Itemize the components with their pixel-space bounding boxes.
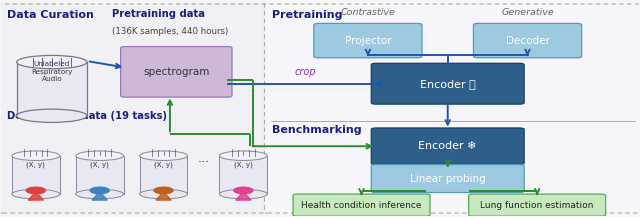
FancyBboxPatch shape (293, 194, 430, 216)
Text: (136K samples, 440 hours): (136K samples, 440 hours) (113, 27, 228, 36)
FancyBboxPatch shape (12, 156, 60, 194)
FancyBboxPatch shape (314, 23, 422, 58)
Text: Decoder: Decoder (506, 36, 550, 46)
FancyBboxPatch shape (120, 47, 232, 97)
FancyBboxPatch shape (140, 156, 188, 194)
Polygon shape (236, 192, 251, 200)
Ellipse shape (76, 151, 124, 160)
Text: ...: ... (198, 152, 210, 164)
Text: (X, y): (X, y) (90, 161, 109, 168)
Ellipse shape (220, 151, 268, 160)
FancyBboxPatch shape (17, 62, 87, 116)
FancyBboxPatch shape (220, 156, 268, 194)
FancyBboxPatch shape (264, 4, 640, 213)
Text: Generative: Generative (501, 8, 554, 17)
Text: Health condition inference: Health condition inference (301, 201, 422, 210)
Circle shape (234, 187, 253, 194)
Text: Linear probing: Linear probing (410, 174, 486, 184)
Text: Encoder 🔥: Encoder 🔥 (420, 79, 476, 89)
Ellipse shape (12, 151, 60, 160)
Text: Pretraining data: Pretraining data (113, 9, 205, 19)
Text: Projector: Projector (344, 36, 391, 46)
Ellipse shape (140, 151, 188, 160)
Text: crop: crop (294, 67, 316, 77)
Ellipse shape (220, 189, 268, 199)
Text: (X, y): (X, y) (26, 161, 45, 168)
FancyBboxPatch shape (371, 128, 524, 164)
Polygon shape (28, 192, 44, 200)
Polygon shape (156, 192, 172, 200)
Text: (X, y): (X, y) (234, 161, 253, 168)
FancyBboxPatch shape (371, 63, 524, 104)
Polygon shape (92, 192, 108, 200)
Ellipse shape (12, 189, 60, 199)
Ellipse shape (76, 189, 124, 199)
Text: Lung function estimation: Lung function estimation (481, 201, 594, 210)
FancyBboxPatch shape (468, 194, 605, 216)
Text: (X, y): (X, y) (154, 161, 173, 168)
Ellipse shape (17, 55, 87, 69)
Text: Contrastive: Contrastive (340, 8, 396, 17)
Ellipse shape (17, 109, 87, 122)
FancyBboxPatch shape (474, 23, 582, 58)
Circle shape (26, 187, 45, 194)
Text: Data Curation: Data Curation (7, 10, 94, 20)
Text: Unlabeled
Respiratory
Audio: Unlabeled Respiratory Audio (31, 61, 72, 82)
Text: Benchmarking: Benchmarking (272, 125, 362, 135)
FancyBboxPatch shape (0, 4, 268, 213)
Circle shape (90, 187, 109, 194)
FancyBboxPatch shape (76, 156, 124, 194)
Text: Downstream data (19 tasks): Downstream data (19 tasks) (7, 111, 167, 121)
Text: Pretraining: Pretraining (272, 10, 342, 20)
Ellipse shape (140, 189, 188, 199)
FancyBboxPatch shape (371, 165, 524, 192)
Text: spectrogram: spectrogram (143, 67, 209, 77)
Text: Encoder ❄: Encoder ❄ (419, 141, 477, 151)
Circle shape (154, 187, 173, 194)
